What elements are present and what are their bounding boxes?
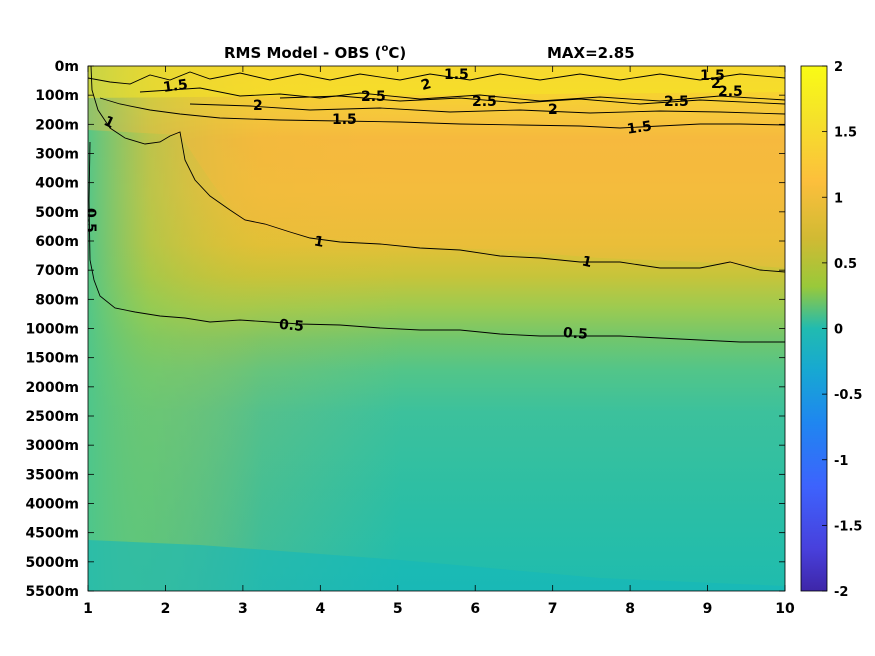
max-value-label: MAX=2.85	[547, 44, 635, 62]
x-tick-label: 4	[315, 601, 325, 617]
colorbar-ticks: 2 1.5 1 0.5 0 -0.5 -1 -1.5 -2	[822, 60, 862, 600]
field-deep-minimum	[88, 540, 785, 591]
contour-label: 2.5	[361, 89, 386, 105]
x-tick-label: 5	[393, 601, 403, 617]
contour-line-2_5	[279, 95, 785, 105]
y-tick-label: 0m	[55, 59, 79, 75]
y-tick-label: 3500m	[25, 467, 79, 483]
contour-label: 1.5	[162, 77, 189, 96]
colorbar: 2 1.5 1 0.5 0 -0.5 -1 -1.5 -2	[800, 60, 862, 600]
contour-label: 1.5	[626, 118, 653, 137]
colorbar-tick-label: -1.5	[834, 519, 862, 534]
y-tick-label: 800m	[35, 292, 79, 308]
contour-label: 0.5	[278, 317, 304, 335]
y-tick-label: 5000m	[25, 555, 79, 571]
colorbar-tick-label: 2	[834, 60, 843, 75]
contour-label: 1.5	[332, 112, 357, 128]
y-tick-label: 1500m	[25, 351, 79, 367]
y-tick-label: 100m	[35, 88, 79, 104]
x-tick-label: 6	[470, 601, 480, 617]
colorbar-tick-label: 1	[834, 191, 843, 206]
contour-label: 2	[253, 98, 263, 114]
contour-label: 1	[313, 233, 325, 250]
contour-label: 2	[419, 76, 433, 94]
contour-label: 2.5	[718, 84, 743, 100]
x-tick-label: 3	[238, 601, 248, 617]
contour-label: 2.5	[664, 94, 689, 110]
x-tick-label: 2	[161, 601, 171, 617]
contour-label: 0.5	[82, 208, 98, 233]
y-tick-label: 2000m	[25, 380, 79, 396]
colorbar-tick-label: 0.5	[834, 257, 857, 272]
y-tick-label: 4500m	[25, 526, 79, 542]
contour-line-2	[139, 87, 785, 102]
y-tick-label: 700m	[35, 263, 79, 279]
contour-label: 1.5	[444, 67, 469, 83]
field-left-edge-gradient	[88, 66, 785, 591]
x-axis: 1 2 3 4 5 6 7 8 9 10	[83, 66, 795, 617]
y-tick-label: 1000m	[25, 322, 79, 338]
field-surface-maximum	[88, 66, 785, 98]
contour-label: 2	[548, 102, 558, 118]
chart-title: RMS Model - OBS (oC) MAX=2.85	[224, 43, 635, 62]
y-tick-label: 600m	[35, 234, 79, 250]
x-tick-label: 10	[775, 601, 795, 617]
contour-label: 2	[711, 76, 721, 92]
contour-line-1_5-surface	[88, 71, 785, 85]
contour-line-2-lower	[189, 103, 785, 115]
y-tick-label: 200m	[35, 117, 79, 133]
y-tick-label: 400m	[35, 176, 79, 192]
y-tick-label: 2500m	[25, 409, 79, 425]
contour-lines	[88, 66, 785, 343]
x-tick-label: 8	[625, 601, 635, 617]
field-warm-core	[88, 66, 785, 268]
y-axis: 0m100m200m300m400m500m600m700m800m1000m1…	[25, 59, 785, 600]
title-text: RMS Model - OBS (oC)	[224, 43, 406, 62]
colorbar-tick-label: -2	[834, 585, 848, 600]
contour-label: 0.5	[562, 325, 588, 343]
contour-labels: 1.5 1.5 1.5 2 2 2 2 2.5 2.5 2.5 2.5 1.5 …	[82, 67, 743, 343]
y-tick-label: 300m	[35, 147, 79, 163]
contour-label: 1	[580, 253, 593, 271]
contour-label: 2.5	[472, 94, 497, 110]
colorbar-tick-label: 0	[834, 323, 843, 338]
x-tick-label: 9	[703, 601, 713, 617]
colorbar-tick-label: 1.5	[834, 126, 857, 141]
y-tick-label: 4000m	[25, 497, 79, 513]
x-tick-label: 7	[548, 601, 558, 617]
y-tick-label: 500m	[35, 205, 79, 221]
plot-area: 1.5 1.5 1.5 2 2 2 2 2.5 2.5 2.5 2.5 1.5 …	[82, 66, 785, 591]
colorbar-tick-label: -1	[834, 454, 848, 469]
y-tick-label: 3000m	[25, 438, 79, 454]
contour-line-1_5	[99, 97, 785, 129]
x-tick-label: 1	[83, 601, 93, 617]
y-tick-label: 5500m	[25, 584, 79, 600]
colorbar-tick-label: -0.5	[834, 388, 862, 403]
contour-line-1	[90, 66, 785, 273]
contour-label: 1.5	[700, 68, 725, 84]
contour-line-0_5	[88, 141, 785, 343]
